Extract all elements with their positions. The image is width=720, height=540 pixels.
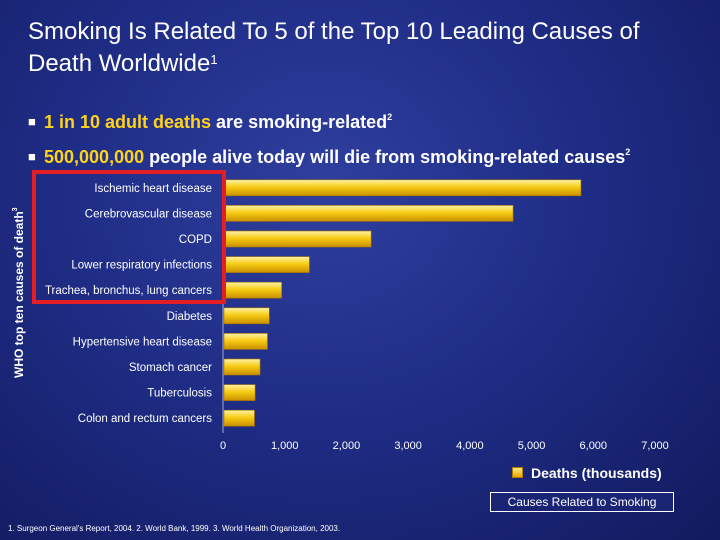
smoking-related-highlight-box: [32, 170, 226, 304]
category-label: Tuberculosis: [147, 388, 212, 400]
x-tick-label: 7,000: [641, 440, 669, 452]
category-label: Hypertensive heart disease: [73, 336, 212, 348]
bar-diabetes: [223, 307, 270, 325]
bullet-people-alive: ■ 500,000,000 people alive today will die…: [28, 147, 630, 168]
x-tick-label: 0: [220, 440, 226, 452]
bullet2-text: people alive today will die from smoking…: [144, 147, 626, 167]
footnote-references: 1. Surgeon General's Report, 2004. 2. Wo…: [8, 524, 341, 533]
legend-label: Deaths (thousands): [531, 465, 662, 481]
bar-cerebrovascular-disease: [223, 205, 514, 222]
bar-trachea-bronchus-lung-cancers: [223, 281, 282, 299]
bullet1-text: are smoking-related: [211, 112, 388, 132]
category-label: Stomach cancer: [129, 362, 212, 374]
bar-lower-respiratory-infections: [223, 256, 310, 273]
bullet2-superscript: 2: [625, 147, 631, 157]
chart-bars: [223, 179, 582, 427]
bar-hypertensive-heart-disease: [223, 333, 268, 350]
bar-ischemic-heart-disease: [223, 179, 582, 197]
category-label: COPD: [179, 234, 212, 246]
bar-colon-and-rectum-cancers: [223, 409, 255, 427]
x-tick-label: 6,000: [580, 440, 608, 452]
x-tick-label: 4,000: [456, 440, 484, 452]
slide-title: Smoking Is Related To 5 of the Top 10 Le…: [28, 18, 708, 78]
category-labels: Ischemic heart disease Cerebrovascular di…: [45, 183, 212, 425]
category-label: Trachea, bronchus, lung cancers: [45, 285, 212, 297]
title-line2: Death Worldwide: [28, 50, 211, 77]
bullet1-superscript: 2: [387, 112, 393, 122]
category-label: Cerebrovascular disease: [85, 208, 212, 220]
x-tick-label: 2,000: [333, 440, 361, 452]
category-label: Diabetes: [167, 311, 213, 323]
category-label: Colon and rectum cancers: [78, 413, 212, 425]
bullet2-highlight: 500,000,000: [44, 147, 145, 167]
x-tick-labels: 0 1,000 2,000 3,000 4,000 5,000 6,000 7,000: [220, 440, 669, 452]
x-tick-label: 1,000: [271, 440, 299, 452]
title-superscript: 1: [210, 52, 218, 67]
category-label: Ischemic heart disease: [94, 183, 212, 195]
x-tick-label: 3,000: [394, 440, 422, 452]
title-line1: Smoking Is Related To 5 of the Top 10 Le…: [28, 18, 640, 45]
legend-swatch: [512, 467, 523, 478]
legend: Deaths (thousands): [512, 465, 662, 481]
x-tick-label: 5,000: [518, 440, 546, 452]
bullet-square-icon: ■: [28, 114, 36, 129]
bar-stomach-cancer: [223, 358, 261, 376]
bullet1-highlight: 1 in 10 adult deaths: [44, 112, 212, 132]
bullet-square-icon: ■: [28, 149, 36, 164]
category-label: Lower respiratory infections: [71, 260, 212, 272]
bar-copd: [223, 230, 372, 248]
causes-related-box: Causes Related to Smoking: [490, 492, 674, 512]
bar-tuberculosis: [223, 384, 256, 401]
bullet-adult-deaths: ■ 1 in 10 adult deaths are smoking-relate…: [28, 112, 392, 133]
